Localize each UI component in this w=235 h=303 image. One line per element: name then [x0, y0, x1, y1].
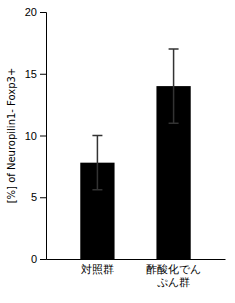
tick-label: 15 — [25, 68, 37, 80]
error-bar — [169, 49, 179, 123]
tick: 5 — [31, 191, 46, 203]
tick-label: 10 — [25, 130, 37, 142]
y-axis-title: [%] of Neuropilin1- Foxp3+ — [6, 68, 17, 204]
tick: 10 — [25, 130, 46, 142]
tick-label: 20 — [25, 6, 37, 18]
y-axis: 0 5 10 15 20 — [25, 6, 47, 265]
tick-label: 0 — [31, 253, 37, 265]
tick-mark — [40, 197, 46, 198]
tick: 0 — [31, 253, 46, 265]
tick-label-line: 酢酸化でん — [146, 263, 201, 275]
marks — [80, 49, 190, 259]
tick-label: 酢酸化でんぷん群 — [146, 263, 201, 288]
tick-mark — [40, 12, 46, 13]
tick-mark — [40, 136, 46, 137]
tick-label: 5 — [31, 191, 37, 203]
tick-label: 対照群 — [81, 263, 114, 275]
axis-domain — [40, 13, 47, 260]
tick: 20 — [25, 6, 46, 18]
tick-mark — [40, 74, 46, 75]
error-bar — [92, 136, 102, 190]
x-axis: 対照群 酢酸化でんぷん群 — [47, 260, 226, 289]
plot: 0 5 10 15 20 対照群 酢酸化でんぷん群 — [25, 6, 226, 288]
tick: 酢酸化でんぷん群 — [146, 263, 201, 288]
chart: 0 5 10 15 20 対照群 酢酸化でんぷん群 [%] of Neuropilin1- F… — [0, 0, 235, 303]
tick-label-line: 対照群 — [81, 263, 114, 275]
tick-label-line: ぷん群 — [157, 276, 190, 288]
tick: 15 — [25, 68, 46, 80]
tick-mark — [40, 259, 46, 260]
axis-domain — [47, 259, 226, 260]
tick: 対照群 — [81, 263, 114, 275]
